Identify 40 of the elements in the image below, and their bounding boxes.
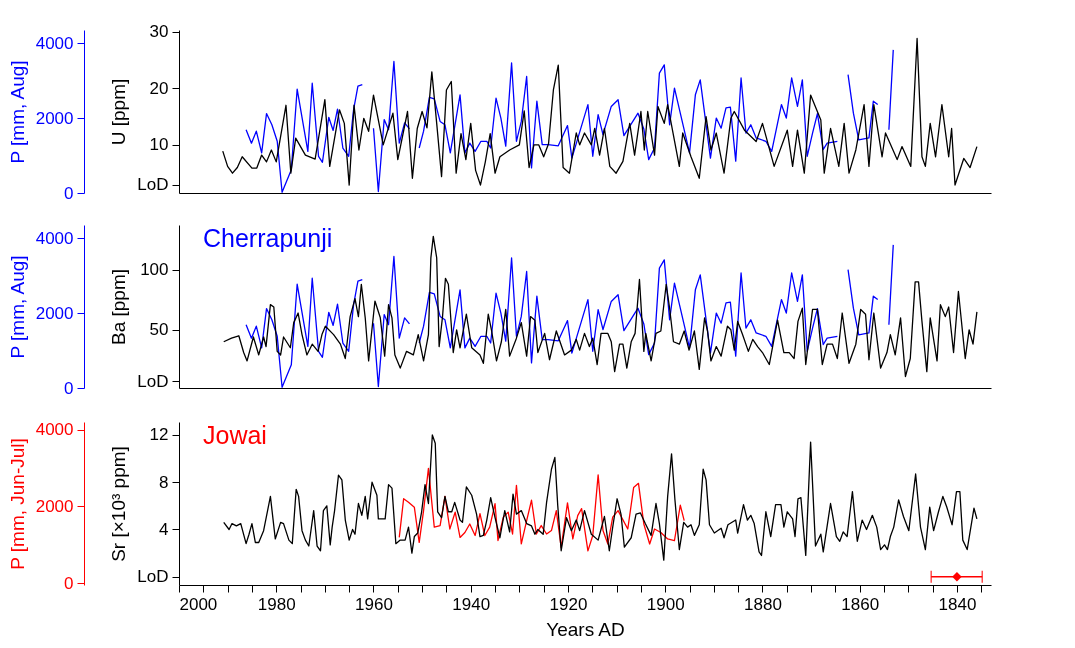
line-series — [398, 467, 685, 552]
y-tick-label: LoD — [137, 175, 169, 195]
x-tick-label: 1840 — [938, 594, 977, 614]
x-tick-label: 1920 — [549, 594, 588, 614]
y2-tick-label: 0 — [64, 378, 74, 398]
y2-tick-label: 2000 — [35, 496, 74, 516]
y-tick-label: 100 — [140, 260, 169, 280]
y2-tick-label: 2000 — [35, 108, 74, 128]
y-tick-label: 8 — [159, 472, 169, 492]
y-tick-label: 4 — [159, 519, 169, 539]
x-tick-label: 1900 — [646, 594, 685, 614]
x-tick-label: 1860 — [841, 594, 880, 614]
y2-tick-label: 4000 — [35, 228, 74, 248]
y-tick-label: LoD — [137, 371, 169, 391]
text: Jowai — [203, 421, 267, 449]
x-tick-label: 1960 — [355, 594, 393, 614]
x-tick-label: 1940 — [452, 594, 491, 614]
series-label: Cherrapunji — [203, 224, 333, 252]
x-tick-label: 2000 — [179, 594, 218, 614]
y2-tick-label: 0 — [64, 573, 74, 593]
y-tick-label: 10 — [149, 135, 169, 155]
y2-tick-label: 0 — [64, 183, 74, 203]
y-axis-title: Ba [ppm] — [108, 268, 130, 346]
y-tick-label: 50 — [149, 320, 169, 340]
y2-axis-title: P [mm, Aug] — [6, 255, 28, 359]
y2-tick-label: 2000 — [35, 303, 74, 323]
line-series — [222, 37, 978, 186]
y-axis-title: Sr [×10³ ppm] — [108, 446, 130, 562]
y-axis-title: U [ppm] — [108, 78, 130, 146]
y2-axis-title: P [mm, Jun-Jul] — [6, 438, 28, 570]
y-tick-label: 12 — [149, 425, 169, 445]
y-tick-label: 30 — [149, 22, 169, 42]
x-tick-label: 1980 — [257, 594, 296, 614]
y2-axis-title: P [mm, Aug] — [6, 60, 28, 164]
y2-tick-label: 4000 — [35, 420, 74, 440]
x-axis-title: Years AD — [546, 618, 625, 640]
y2-tick-label: 4000 — [35, 33, 74, 53]
x-tick-label: 1880 — [744, 594, 782, 614]
y-tick-label: 20 — [149, 78, 169, 98]
y-tick-label: LoD — [137, 567, 169, 587]
